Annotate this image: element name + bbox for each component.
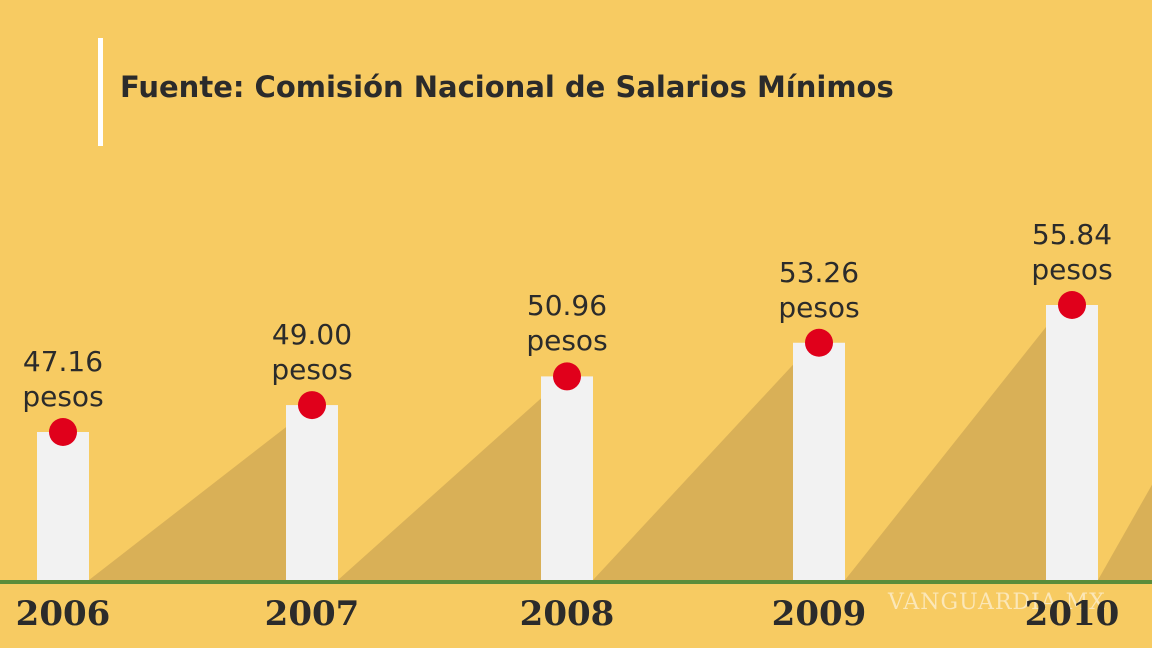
x-tick-label: 2008 [519,594,615,634]
x-tick-label: 2006 [15,594,111,634]
x-tick-label: 2009 [771,594,867,634]
shadow [1098,484,1152,580]
value-label: 50.96 pesos [526,289,608,358]
value-label: 55.84 pesos [1031,218,1113,286]
shadow [845,327,1046,580]
shadow [593,364,793,580]
marker [49,418,77,446]
chart-title: Fuente: Comisión Nacional de Salarios Mí… [120,70,894,104]
bar [1046,305,1098,580]
value-label: 49.00 pesos [271,318,353,387]
bar [286,405,338,580]
value-label: 47.16 pesos [22,345,104,413]
bar [793,342,845,580]
watermark: VANGUARDIA MX [888,590,1106,615]
marker [1058,291,1086,319]
baseline [0,580,1152,584]
marker [553,362,581,391]
marker [805,328,833,357]
marker [298,391,326,420]
x-tick-label: 2010 [1024,594,1120,634]
value-label: 53.26 pesos [778,255,860,324]
shadow [89,427,286,580]
x-tick-label: 2007 [264,594,360,634]
bar [37,432,89,580]
title-rule [98,38,103,146]
bar [541,376,593,580]
shadow [338,398,541,580]
